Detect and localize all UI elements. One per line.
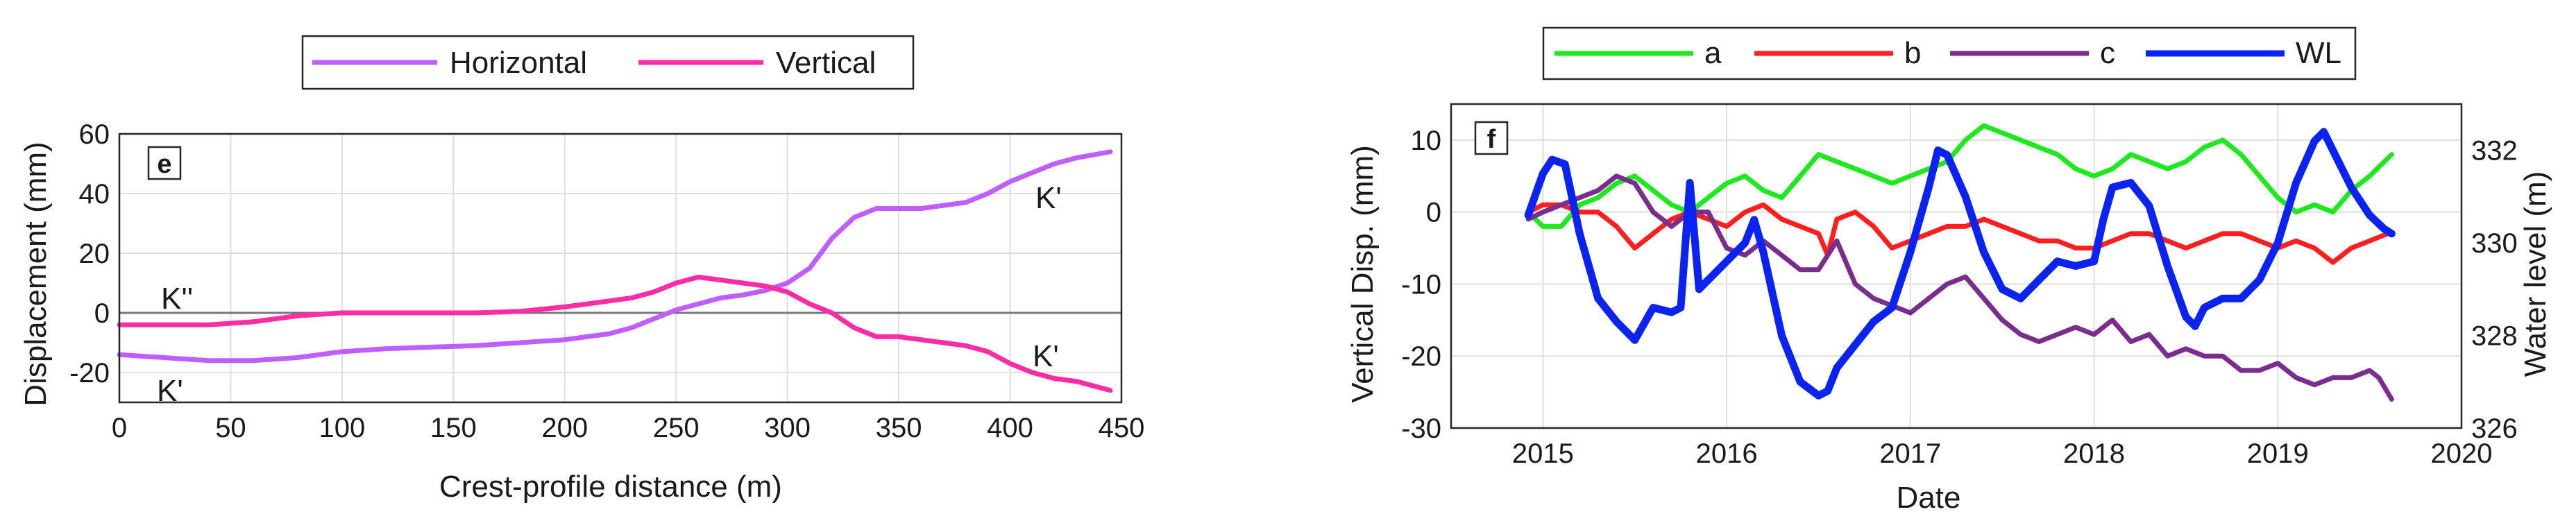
series-line-wl xyxy=(1524,128,2396,400)
legend-label-b: b xyxy=(1904,36,1921,70)
panel-e-plot-frame xyxy=(118,132,1123,404)
panel-e-letter-box xyxy=(147,146,182,180)
x-tick-label: 350 xyxy=(876,413,922,443)
x-tick-label: 2018 xyxy=(2063,438,2125,469)
x-tick-label: 300 xyxy=(764,413,811,443)
panel-e-x-tick-labels: 0 50 100 150 200 250 300 350 400 450 xyxy=(112,413,1145,443)
y-tick-label: 10 xyxy=(1411,126,1442,156)
annotation-k-double-prime: K'' xyxy=(161,282,193,316)
legend-label-a: a xyxy=(1704,36,1722,70)
panel-e: Horizontal Vertical 0 50 100 150 200 250 300 35… xyxy=(19,35,1145,504)
legend-label-c: c xyxy=(2100,36,2115,70)
panel-f-legend: a b c WL xyxy=(1542,26,2357,80)
x-tick-label: 150 xyxy=(430,413,477,443)
panel-f-letter-box xyxy=(1474,121,1509,155)
x-tick-label: 2017 xyxy=(1879,438,1941,469)
panel-e-x-axis-label: Crest-profile distance (m) xyxy=(439,470,782,504)
x-tick-label: 0 xyxy=(112,413,127,443)
y-tick-label: -20 xyxy=(69,358,110,388)
series-line-c xyxy=(1525,173,2394,402)
x-tick-label: 100 xyxy=(319,413,366,443)
panel-f-y-axis-label: Vertical Disp. (mm) xyxy=(1346,145,1380,403)
y-tick-label: 60 xyxy=(79,119,110,150)
x-tick-label: 50 xyxy=(215,413,246,443)
y-tick-label: 0 xyxy=(1426,198,1441,228)
x-tick-label: 2016 xyxy=(1696,438,1758,469)
panel-f-series-lines xyxy=(1524,123,2396,402)
panel-e-letter: e xyxy=(157,150,171,179)
series-line-horizontal xyxy=(117,149,1113,364)
panel-f-letter: f xyxy=(1487,125,1496,154)
y2-tick-label: 332 xyxy=(2471,136,2518,166)
panel-f-x-tick-labels: 2015 2016 2017 2018 2019 2020 xyxy=(1512,438,2493,469)
panel-f: a b c WL 2015 2016 2017 2018 2019 2020 -30 -20… xyxy=(1346,26,2552,515)
x-tick-label: 400 xyxy=(987,413,1033,443)
annotation-k-prime-left: K' xyxy=(157,374,183,408)
legend-label-horizontal: Horizontal xyxy=(450,46,587,80)
x-tick-label: 2015 xyxy=(1512,438,1574,469)
y-tick-label: -30 xyxy=(1401,413,1441,444)
panel-f-y-tick-labels: -30 -20 -10 0 10 xyxy=(1401,126,1441,444)
y-tick-label: 0 xyxy=(94,298,110,329)
annotation-k-prime-lower-right: K' xyxy=(1033,339,1059,373)
panel-f-x-axis-label: Date xyxy=(1897,481,1961,515)
panel-f-plot-frame xyxy=(1450,103,2463,429)
x-tick-label: 250 xyxy=(653,413,700,443)
legend-label-wl: WL xyxy=(2296,36,2341,70)
legend-label-vertical: Vertical xyxy=(776,46,876,80)
panel-e-y-axis-label: Displacement (mm) xyxy=(19,142,53,406)
x-tick-label: 2019 xyxy=(2247,438,2309,469)
x-tick-label: 450 xyxy=(1099,413,1145,443)
panel-f-y2-axis-label: Water level (m) xyxy=(2518,171,2552,377)
x-tick-label: 200 xyxy=(541,413,588,443)
panel-f-y2-tick-labels: 326 328 330 332 xyxy=(2471,136,2518,444)
y2-tick-label: 328 xyxy=(2471,321,2518,352)
y-tick-label: -10 xyxy=(1401,269,1441,300)
y-tick-label: 20 xyxy=(79,239,110,269)
panel-e-series-lines xyxy=(117,149,1113,393)
y-tick-label: 40 xyxy=(79,179,110,210)
panel-e-grid xyxy=(119,133,1122,402)
x-tick-label: 2020 xyxy=(2431,438,2493,469)
series-line-vertical xyxy=(117,274,1113,393)
y-tick-label: -20 xyxy=(1401,341,1441,372)
panel-e-legend: Horizontal Vertical xyxy=(301,35,915,90)
y2-tick-label: 326 xyxy=(2471,413,2518,444)
panel-e-y-tick-labels: -20 0 20 40 60 xyxy=(69,119,110,388)
series-line-a xyxy=(1525,123,2394,229)
series-line-b xyxy=(1525,202,2391,265)
y2-tick-label: 330 xyxy=(2471,228,2518,259)
annotation-k-prime-upper-right: K' xyxy=(1035,181,1062,215)
